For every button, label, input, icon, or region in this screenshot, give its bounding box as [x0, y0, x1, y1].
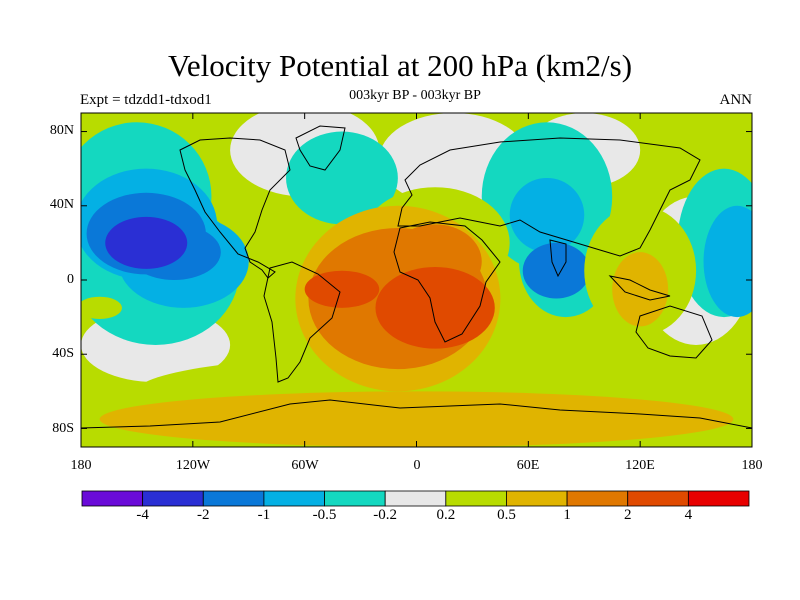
contour-region-19 [81, 296, 122, 319]
greenland-coast [295, 125, 346, 171]
contour-region-17 [522, 242, 590, 299]
colorbar-label: 2 [623, 507, 632, 523]
coastline-layer [81, 125, 752, 429]
lat-label-eq: 0 [67, 272, 74, 287]
colorbar-swatch-9 [627, 490, 689, 507]
eurasia-coast [397, 137, 701, 257]
colorbar-label: -0.5 [312, 507, 337, 523]
australia-coast [635, 305, 713, 359]
colorbar-label: 0.2 [436, 507, 456, 523]
lat-label-80n: 80N [49, 123, 74, 138]
contour-region-30 [375, 267, 495, 349]
colorbar-label: 0.5 [497, 507, 516, 523]
lat-label-40s: 40S [52, 346, 74, 361]
colorbar-label: -4 [136, 507, 149, 523]
contour-region-18 [105, 216, 188, 269]
antarctica-coast [81, 399, 752, 429]
lon-label-120w: 120W [175, 458, 211, 473]
map-title: Velocity Potential at 200 hPa (km2/s) [167, 48, 633, 83]
contour-fill-layer [81, 113, 752, 447]
colorbar-swatch-5 [384, 490, 447, 507]
india-coast [549, 239, 567, 278]
colorbar-swatch-10 [687, 490, 750, 507]
contour-region-14 [703, 205, 752, 318]
lat-label-80s: 80S [52, 421, 74, 436]
lon-label-180e: 180 [741, 458, 763, 473]
lon-label-0: 0 [413, 458, 421, 473]
colorbar-swatch-4 [324, 490, 386, 507]
colorbar-swatch-0 [81, 490, 144, 507]
axis-ticks [80, 113, 753, 447]
map-subtitle: 003kyr BP - 003kyr BP [349, 88, 481, 103]
colorbar-swatch-3 [263, 490, 325, 507]
lat-label-40n: 40N [49, 197, 74, 212]
maritime-continent-coast [608, 275, 671, 301]
colorbar-swatch-7 [506, 490, 568, 507]
contour-region-13 [509, 177, 585, 253]
contour-region-31 [304, 270, 380, 308]
colorbar-label: -0.2 [373, 507, 398, 523]
south-america-coast [263, 261, 341, 383]
colorbar-label: -1 [257, 507, 271, 523]
colorbar [81, 490, 750, 507]
season-label: ANN [719, 92, 753, 108]
lon-label-180w: 180 [70, 458, 92, 473]
colorbar-label: -2 [197, 507, 210, 523]
colorbar-swatch-1 [142, 490, 204, 507]
lon-label-60w: 60W [291, 458, 319, 473]
colorbar-swatch-6 [445, 490, 507, 507]
contour-region-25 [99, 391, 734, 447]
lon-label-60e: 60E [516, 458, 540, 473]
north-america-coast [179, 137, 291, 279]
experiment-label: Expt = tdzdd1-tdxod1 [80, 92, 212, 108]
contour-region-27 [612, 252, 669, 327]
colorbar-swatch-8 [566, 490, 629, 507]
colorbar-label: 1 [563, 507, 571, 523]
africa-coast [393, 221, 501, 343]
lon-label-120e: 120E [625, 458, 655, 473]
contour-region-7 [286, 131, 398, 225]
colorbar-swatch-2 [202, 490, 265, 507]
colorbar-label: 4 [684, 507, 693, 523]
